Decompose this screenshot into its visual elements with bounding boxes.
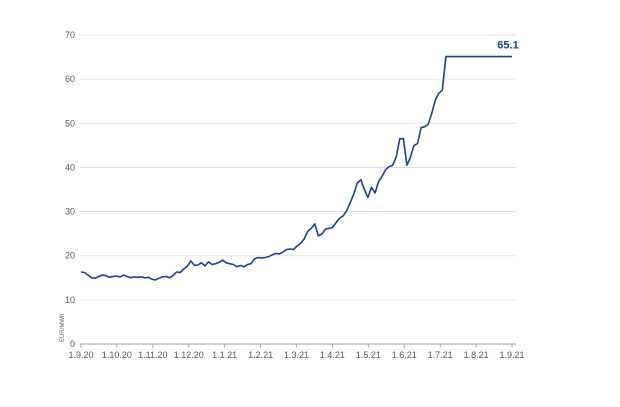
- x-tick-labels: 1.9.20 1.10.20 1.11.20 1.12.20 1.1.21 1.2.21 1…: [68, 344, 525, 360]
- y-tick-label: 70: [65, 30, 75, 40]
- x-tick-label: 1.4.21: [320, 350, 345, 360]
- x-tick-label: 1.9.20: [68, 350, 93, 360]
- x-tick-label: 1.2.21: [248, 350, 273, 360]
- y-tick-labels: 0 10 20 30 40 50 60 70: [65, 30, 75, 349]
- y-tick-label: 60: [65, 74, 75, 84]
- y-tick-label: 20: [65, 251, 75, 261]
- gridlines: [80, 34, 516, 345]
- y-tick-label: 10: [65, 295, 75, 305]
- x-tick-label: 1.9.21: [499, 350, 524, 360]
- y-tick-label: 40: [65, 162, 75, 172]
- x-tick-label: 1.7.21: [428, 350, 453, 360]
- y-tick-label: 50: [65, 118, 75, 128]
- x-tick-label: 1.10.20: [102, 350, 132, 360]
- x-tick-label: 1.11.20: [138, 350, 167, 360]
- y-tick-label: 0: [70, 339, 75, 349]
- y-axis-label: EUR/MWh: [60, 314, 66, 342]
- x-tick-label: 1.3.21: [284, 350, 309, 360]
- series-line: [80, 55, 512, 281]
- y-tick-label: 30: [65, 207, 75, 217]
- x-tick-label: 1.8.21: [464, 350, 489, 360]
- x-tick-label: 1.5.21: [356, 350, 381, 360]
- last-value-label: 65.1: [497, 40, 518, 52]
- x-tick-label: 1.6.21: [392, 350, 417, 360]
- x-tick-label: 1.12.20: [174, 350, 204, 360]
- x-tick-label: 1.1.21: [212, 350, 237, 360]
